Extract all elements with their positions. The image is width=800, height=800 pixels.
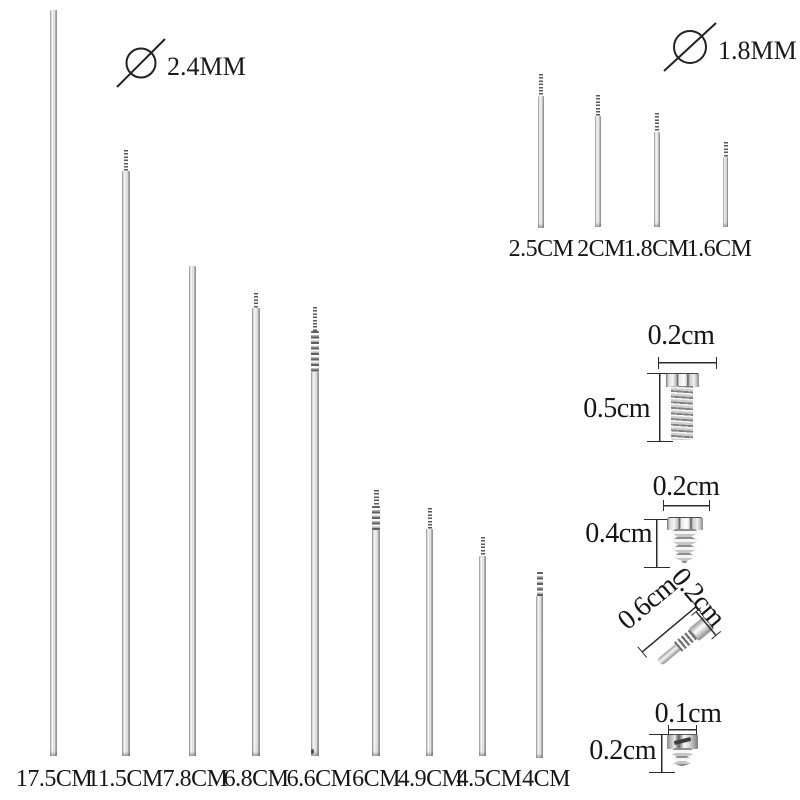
hex-bolt-head	[666, 373, 699, 387]
diameter-symbol-left	[111, 33, 171, 93]
diameter-icon	[663, 22, 717, 72]
rod-length-label: 6.6CM	[286, 766, 352, 792]
diameter-symbol-right	[660, 17, 720, 77]
tapping-screw-head	[667, 517, 703, 530]
rod-length-label: 4.5CM	[456, 766, 522, 792]
rod-4cm-thread	[537, 572, 543, 597]
rod-2cm	[595, 116, 601, 227]
hex-bolt-diameter-dim	[658, 357, 717, 369]
rod-length-label: 11.5CM	[87, 766, 163, 792]
micro-screw-diameter-label: 0.1cm	[654, 698, 722, 729]
rod-4-5cm-tip	[481, 537, 485, 557]
rod-4-5cm	[479, 556, 486, 756]
hex-bolt-diameter-label: 0.2cm	[647, 320, 715, 351]
rod-6cm-tip	[374, 490, 379, 507]
rod-4cm	[536, 596, 543, 758]
rod-2-5cm	[538, 96, 544, 228]
rod-4-9cm-tip	[428, 508, 432, 530]
hex-bolt-length-label: 0.5cm	[583, 393, 650, 424]
rod-length-label: 1.6CM	[686, 236, 752, 262]
rod-length-label: 4CM	[522, 766, 570, 792]
tapping-screw-length-label: 0.4cm	[585, 518, 652, 549]
rod-6cm-thread	[372, 506, 380, 530]
rod-6cm	[372, 530, 380, 756]
tapping-screw-diameter-dim	[663, 500, 710, 511]
diameter-label-left: 2.4MM	[167, 52, 246, 81]
rod-length-label: 7.8CM	[162, 766, 228, 792]
rod-2cm-tip	[596, 95, 600, 117]
diameter-icon	[116, 38, 166, 88]
rod-6-6cm-thread	[311, 331, 319, 372]
rod-1-8cm	[654, 132, 660, 227]
rod-4-9cm	[426, 529, 433, 756]
rod-11-5cm-tip	[124, 150, 128, 172]
micro-screw-body	[672, 748, 693, 769]
rod-length-label: 6CM	[352, 766, 400, 792]
rod-17-5cm	[50, 10, 57, 756]
hex-bolt-shank	[671, 386, 693, 440]
tapping-screw-length-dim	[644, 519, 670, 568]
rod-length-label: 2CM	[577, 236, 625, 262]
rod-length-label: 1.8CM	[623, 236, 689, 262]
rod-1-8cm-tip	[655, 113, 659, 133]
rod-11-5cm	[122, 171, 130, 756]
diameter-label-right: 1.8MM	[718, 36, 797, 65]
rod-6-6cm-hole	[311, 749, 314, 754]
rod-6-8cm	[252, 308, 260, 756]
tube-pin-shaft	[656, 644, 681, 666]
rod-6-8cm-tip	[254, 293, 258, 309]
rod-6-6cm	[311, 372, 319, 756]
tapping-screw-diameter-label: 0.2cm	[652, 471, 720, 502]
rod-2-5cm-tip	[539, 74, 543, 97]
rod-length-label: 6.8CM	[223, 766, 289, 792]
rod-length-label: 2.5CM	[508, 236, 574, 262]
rod-1-6cm-tip	[724, 142, 728, 158]
rod-1-6cm	[723, 157, 728, 227]
rod-length-label: 4.9CM	[397, 766, 463, 792]
rod-length-label: 17.5CM	[15, 766, 93, 792]
micro-screw-length-label: 0.2cm	[589, 735, 656, 766]
micro-screw-diameter-dim	[668, 725, 697, 735]
rod-6-6cm-tip	[313, 307, 317, 332]
rod-7-8cm	[189, 266, 196, 756]
